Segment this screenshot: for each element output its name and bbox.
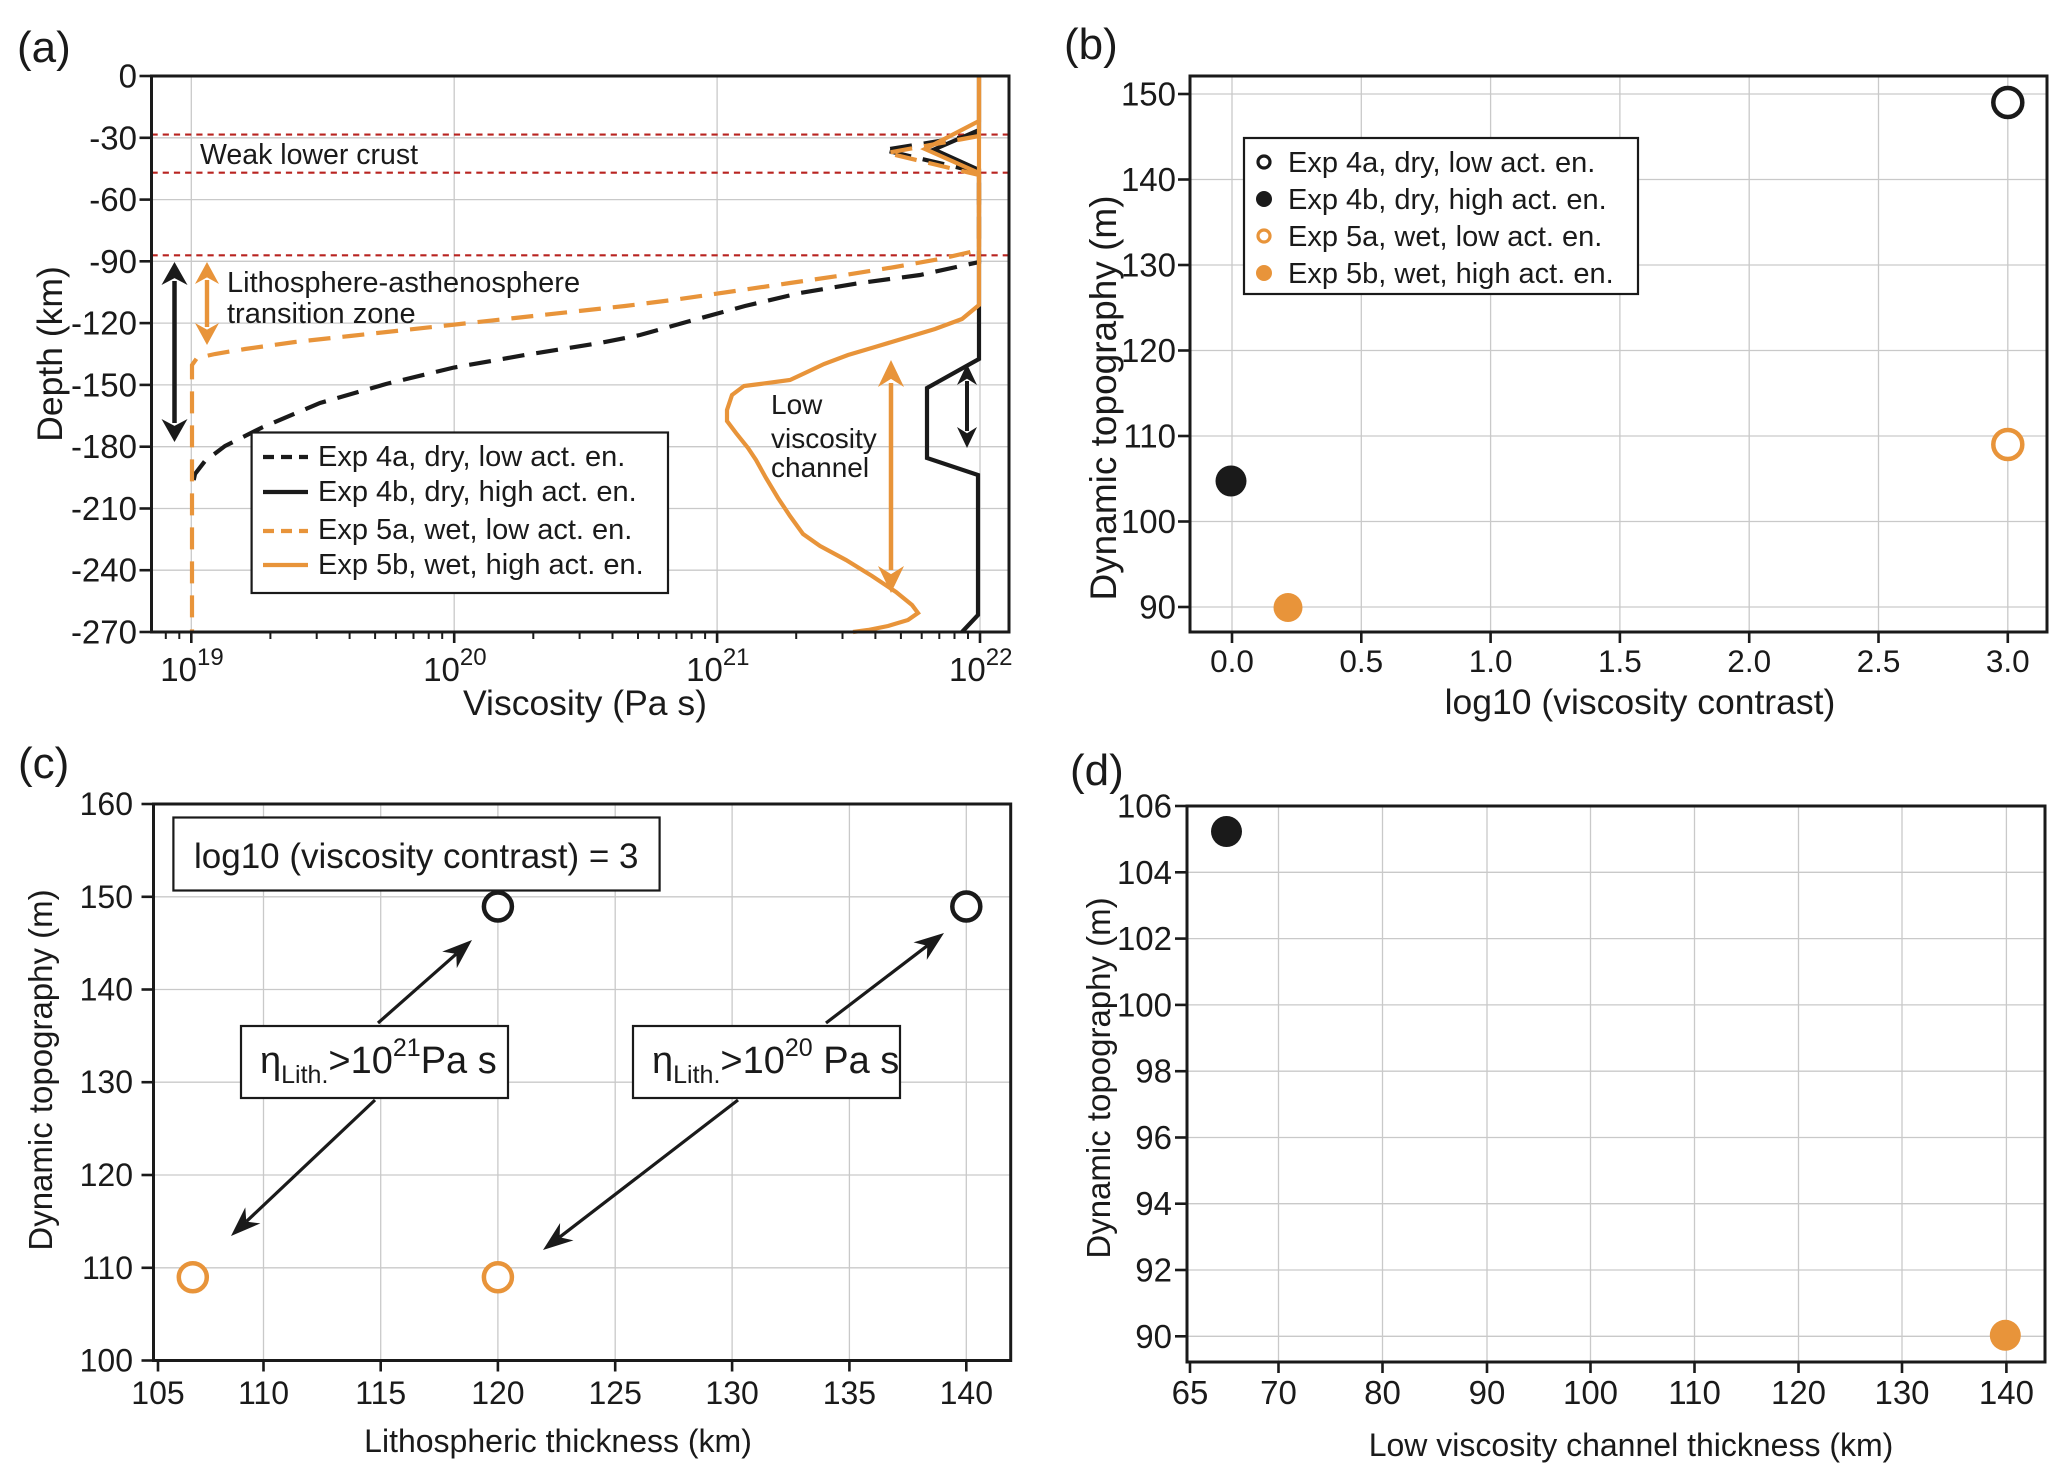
svg-text:log10 (viscosity contrast) = 3: log10 (viscosity contrast) = 3 <box>194 837 639 876</box>
svg-text:100: 100 <box>1563 1374 1618 1411</box>
svg-text:150: 150 <box>80 879 133 915</box>
svg-text:-240: -240 <box>71 552 137 589</box>
svg-text:90: 90 <box>1469 1374 1506 1411</box>
svg-text:-270: -270 <box>71 614 137 651</box>
svg-text:Low: Low <box>771 389 823 420</box>
svg-text:98: 98 <box>1135 1053 1172 1090</box>
svg-text:channel: channel <box>771 452 869 483</box>
svg-text:1.0: 1.0 <box>1469 643 1513 679</box>
svg-text:0.0: 0.0 <box>1210 643 1254 679</box>
svg-text:-150: -150 <box>71 366 137 403</box>
svg-text:120: 120 <box>1121 332 1176 369</box>
svg-text:Exp 4b, dry, high act. en.: Exp 4b, dry, high act. en. <box>318 476 637 508</box>
svg-text:130: 130 <box>1121 247 1176 284</box>
svg-text:Viscosity (Pa s): Viscosity (Pa s) <box>463 683 707 723</box>
svg-text:(d): (d) <box>1070 746 1124 795</box>
svg-text:120: 120 <box>80 1157 133 1193</box>
svg-text:-30: -30 <box>89 119 137 156</box>
svg-text:Exp 4b, dry, high act. en.: Exp 4b, dry, high act. en. <box>1288 184 1607 216</box>
svg-text:130: 130 <box>1874 1374 1929 1411</box>
svg-text:Lithosphere-asthenosphere: Lithosphere-asthenosphere <box>227 267 580 299</box>
svg-text:(b): (b) <box>1064 20 1118 69</box>
svg-text:105: 105 <box>131 1375 184 1411</box>
svg-text:100: 100 <box>80 1343 133 1379</box>
svg-text:2.5: 2.5 <box>1857 643 1901 679</box>
svg-text:90: 90 <box>1139 589 1176 626</box>
svg-text:-120: -120 <box>71 305 137 342</box>
svg-text:100: 100 <box>1117 986 1172 1023</box>
svg-text:110: 110 <box>82 1250 133 1286</box>
svg-text:Dynamic topography (m): Dynamic topography (m) <box>1083 195 1124 600</box>
svg-text:110: 110 <box>1123 418 1176 455</box>
svg-text:150: 150 <box>1121 76 1176 113</box>
svg-text:0: 0 <box>119 58 137 95</box>
svg-text:transition zone: transition zone <box>227 298 416 330</box>
svg-text:Lithospheric thickness (km): Lithospheric thickness (km) <box>364 1423 752 1459</box>
svg-text:log10 (viscosity contrast): log10 (viscosity contrast) <box>1445 682 1836 722</box>
svg-text:140: 140 <box>80 972 133 1008</box>
svg-text:Exp 5b, wet, high act. en.: Exp 5b, wet, high act. en. <box>1288 258 1614 290</box>
svg-text:110: 110 <box>238 1375 289 1411</box>
svg-text:160: 160 <box>80 786 133 822</box>
svg-text:92: 92 <box>1135 1252 1172 1289</box>
svg-text:94: 94 <box>1135 1185 1172 1222</box>
svg-text:106: 106 <box>1117 788 1172 825</box>
svg-text:Depth (km): Depth (km) <box>30 266 70 442</box>
svg-text:Exp 4a, dry, low act. en.: Exp 4a, dry, low act. en. <box>318 441 625 473</box>
svg-text:130: 130 <box>80 1064 133 1100</box>
svg-text:140: 140 <box>940 1375 993 1411</box>
svg-text:Weak lower crust: Weak lower crust <box>200 139 418 171</box>
svg-text:Dynamic topography (m): Dynamic topography (m) <box>1080 897 1117 1258</box>
svg-text:1022: 1022 <box>949 644 1012 688</box>
svg-text:Exp 5a, wet, low act. en.: Exp 5a, wet, low act. en. <box>1288 221 1602 253</box>
svg-text:(c): (c) <box>18 739 69 788</box>
svg-text:100: 100 <box>1121 503 1176 540</box>
svg-text:140: 140 <box>1121 161 1176 198</box>
svg-text:0.5: 0.5 <box>1339 643 1383 679</box>
svg-text:-60: -60 <box>89 181 137 218</box>
svg-text:80: 80 <box>1364 1374 1401 1411</box>
svg-text:1.5: 1.5 <box>1598 643 1642 679</box>
svg-text:-90: -90 <box>89 243 137 280</box>
svg-text:3.0: 3.0 <box>1986 643 2030 679</box>
svg-text:70: 70 <box>1260 1374 1297 1411</box>
svg-text:65: 65 <box>1172 1374 1209 1411</box>
svg-text:viscosity: viscosity <box>771 423 877 454</box>
svg-text:Exp 4a, dry, low act. en.: Exp 4a, dry, low act. en. <box>1288 147 1595 179</box>
svg-text:2.0: 2.0 <box>1727 643 1771 679</box>
svg-text:Exp 5b, wet, high act. en.: Exp 5b, wet, high act. en. <box>318 549 644 581</box>
svg-text:115: 115 <box>355 1375 406 1411</box>
svg-text:96: 96 <box>1135 1119 1172 1156</box>
svg-text:104: 104 <box>1117 854 1172 891</box>
svg-text:135: 135 <box>823 1375 876 1411</box>
svg-text:120: 120 <box>471 1375 524 1411</box>
svg-text:120: 120 <box>1771 1374 1826 1411</box>
svg-text:(a): (a) <box>17 23 71 72</box>
svg-text:-180: -180 <box>71 428 137 465</box>
svg-text:-210: -210 <box>71 490 137 527</box>
svg-text:Dynamic topography (m): Dynamic topography (m) <box>22 889 59 1250</box>
svg-text:90: 90 <box>1135 1318 1172 1355</box>
svg-text:125: 125 <box>589 1375 642 1411</box>
svg-text:Low viscosity channel thicknes: Low viscosity channel thickness (km) <box>1369 1427 1894 1463</box>
svg-text:102: 102 <box>1117 920 1172 957</box>
svg-text:110: 110 <box>1668 1374 1721 1411</box>
svg-text:140: 140 <box>1979 1374 2034 1411</box>
svg-text:Exp 5a, wet, low act. en.: Exp 5a, wet, low act. en. <box>318 514 632 546</box>
svg-text:130: 130 <box>705 1375 758 1411</box>
